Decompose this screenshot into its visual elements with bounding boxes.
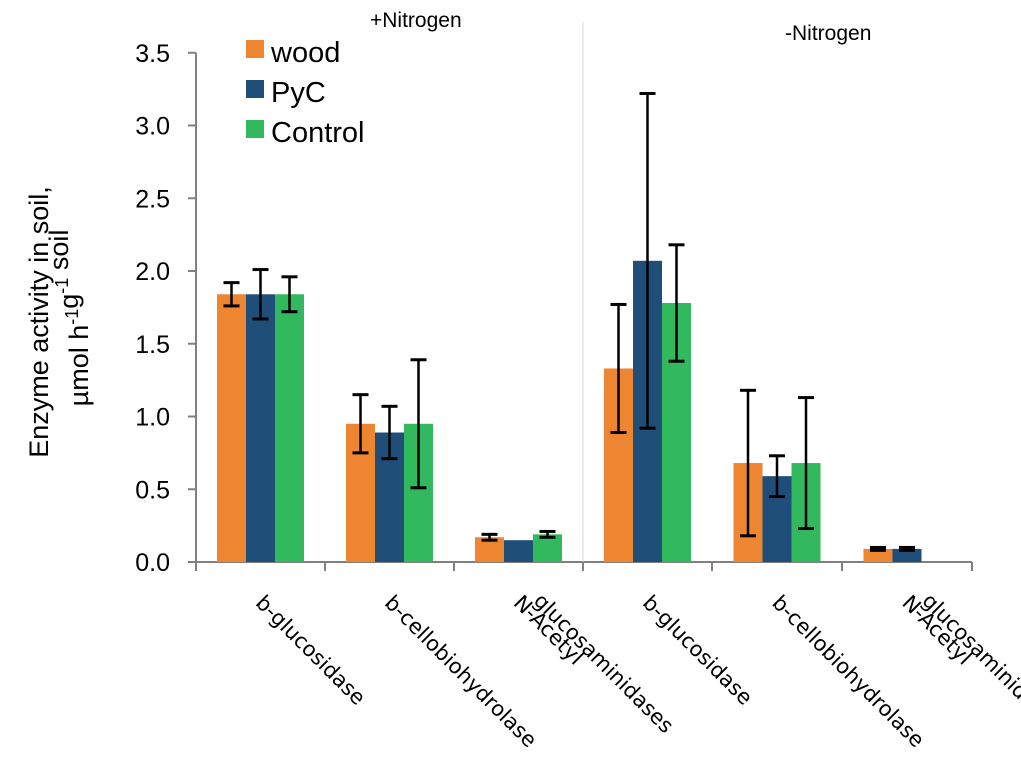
bar-pyc — [246, 294, 275, 562]
bar-control — [275, 294, 304, 562]
error-bar — [610, 302, 627, 435]
error-bar — [352, 393, 369, 455]
error-bar — [381, 404, 398, 461]
y-axis-title-line2: µmol h-1g-1 soil — [44, 230, 94, 407]
error-bar — [223, 281, 240, 308]
y-tick-label: 2.5 — [135, 185, 170, 213]
y-axis-title-part: soil — [44, 230, 74, 278]
legend-swatch-wood — [246, 40, 264, 58]
error-bar — [281, 275, 298, 314]
y-tick-label: 3.5 — [135, 40, 170, 68]
legend: wood PyC Control — [246, 37, 365, 149]
y-axis-title-part: µmol h — [64, 325, 94, 407]
legend-swatch-control — [246, 120, 264, 138]
y-tick-label: 1.0 — [135, 404, 170, 432]
x-axis — [195, 22, 973, 571]
y-axis: 0.0 0.5 1.0 1.5 2.0 2.5 3.0 3.5 — [135, 40, 197, 577]
y-axis-title-part: -1 — [62, 309, 82, 325]
y-axis-title-line1: Enzyme activity in soil, — [24, 186, 54, 458]
panel-titles: +Nitrogen -Nitrogen — [370, 9, 871, 45]
x-category-label: glucosaminidases — [917, 589, 1021, 738]
y-tick-label: 0.0 — [135, 549, 170, 577]
panel-title: -Nitrogen — [785, 22, 871, 45]
legend-swatch-pyc — [246, 80, 264, 98]
legend-label: Control — [271, 117, 365, 149]
error-bar — [410, 358, 427, 490]
bar-pyc — [504, 540, 533, 562]
error-bar — [668, 243, 685, 363]
bar-wood — [863, 548, 893, 562]
category-labels: b-glucosidase b-cellobiohydrolaseN-Acetyl… — [251, 589, 1021, 753]
bar-pyc — [892, 548, 922, 562]
y-axis-title-part: g — [54, 294, 84, 309]
legend-label: PyC — [271, 77, 326, 109]
error-bar — [539, 529, 556, 539]
error-bar — [769, 454, 785, 499]
error-bar — [798, 396, 814, 531]
error-bar — [639, 91, 656, 430]
bar-wood — [217, 294, 246, 562]
y-tick-label: 2.0 — [135, 258, 170, 286]
error-bar — [740, 388, 756, 538]
y-axis-title: Enzyme activity in soil, µmol h-1g-1 soil — [24, 186, 94, 458]
error-bar — [870, 545, 886, 552]
y-axis-title-part: -1 — [52, 278, 72, 294]
error-bars — [223, 91, 915, 552]
x-category-label: b-glucosidase — [251, 591, 370, 710]
error-bar — [252, 268, 269, 321]
y-tick-label: 3.0 — [135, 113, 170, 141]
legend-label: wood — [270, 37, 340, 69]
y-tick-label: 0.5 — [135, 476, 170, 504]
error-bar — [899, 545, 915, 552]
panel-title: +Nitrogen — [370, 9, 462, 32]
bar-control — [533, 534, 562, 562]
bars — [217, 260, 922, 562]
y-tick-label: 1.5 — [135, 331, 170, 359]
x-category-label: b-glucosidase — [638, 591, 757, 710]
error-bar — [481, 532, 498, 542]
